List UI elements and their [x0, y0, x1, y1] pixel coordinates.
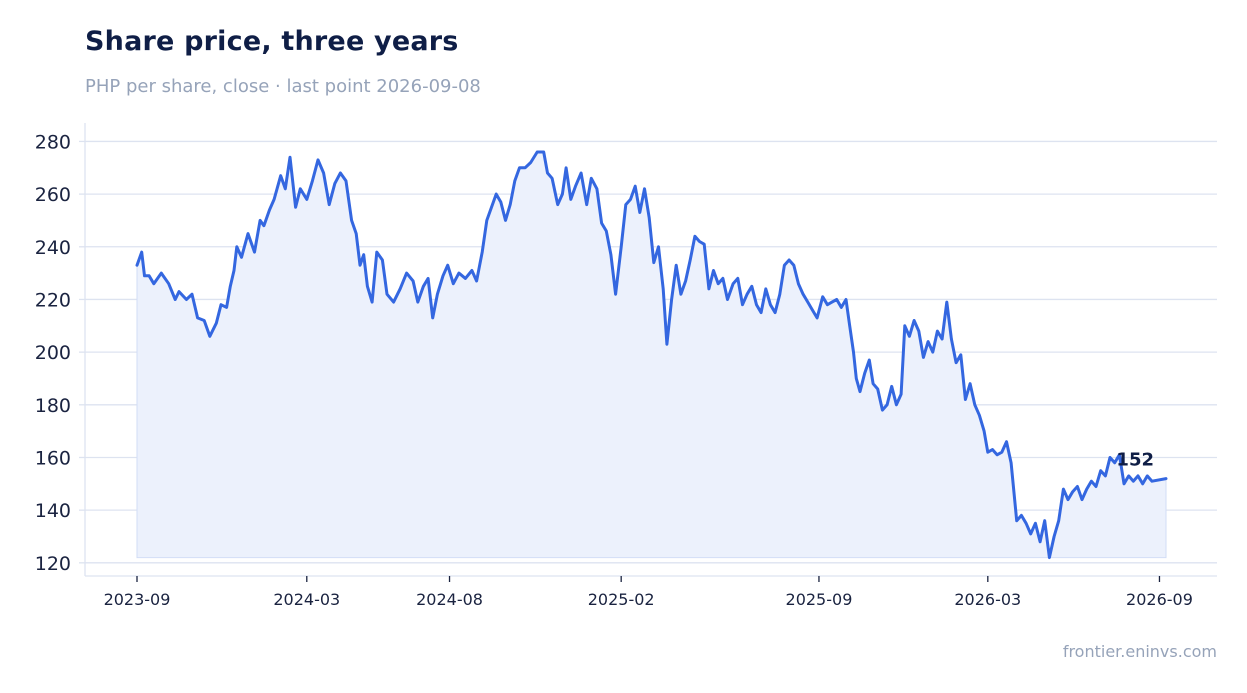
x-tick-label: 2025-09 — [786, 590, 853, 609]
x-axis-ticks: 2023-09 2024-03 2024-08 2025-02 2025-09 2026-… — [104, 576, 1193, 609]
end-value-label: 152 — [1116, 450, 1154, 471]
y-tick-label: 180 — [35, 395, 71, 417]
chart-subtitle: PHP per share, close · last point 2026-0… — [85, 76, 481, 97]
y-tick-label: 120 — [35, 553, 71, 575]
price-series — [135, 150, 1168, 560]
x-tick-label: 2023-09 — [104, 590, 171, 609]
y-tick-label: 200 — [35, 342, 71, 364]
x-tick-label: 2026-03 — [954, 590, 1021, 609]
price-line — [135, 150, 1168, 560]
x-tick-label: 2024-03 — [273, 590, 340, 609]
x-tick-label: 2026-09 — [1126, 590, 1193, 609]
y-axis-ticks: 120 140 160 180 200 220 240 260 280 — [35, 131, 85, 575]
x-tick-label: 2025-02 — [588, 590, 655, 609]
price-area — [136, 151, 1167, 559]
y-tick-label: 260 — [35, 184, 71, 206]
x-tick-label: 2024-08 — [416, 590, 483, 609]
end-label-group: 152 — [1116, 450, 1154, 471]
chart-title: Share price, three years — [85, 26, 459, 57]
price-area-fill — [136, 151, 1167, 559]
y-tick-label: 140 — [35, 500, 71, 522]
y-tick-label: 160 — [35, 447, 71, 469]
source-credit: frontier.eninvs.com — [1062, 642, 1217, 661]
y-tick-label: 280 — [35, 131, 71, 153]
axes — [84, 123, 1217, 577]
y-tick-label: 220 — [35, 289, 71, 311]
y-tick-label: 240 — [35, 237, 71, 259]
